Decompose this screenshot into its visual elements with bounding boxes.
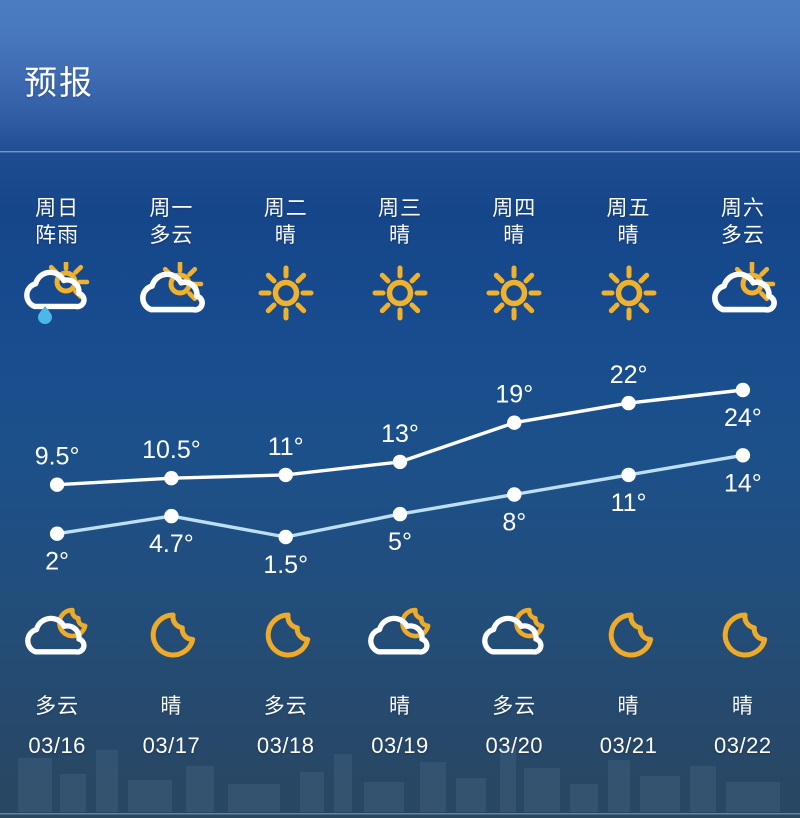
forecast-date-label: 03/22 <box>714 733 772 758</box>
forecast-date-label: 03/16 <box>28 733 86 758</box>
forecast-date-label: 03/21 <box>599 733 658 758</box>
forecast-day-column[interactable]: 周二晴多云 03/18 <box>229 152 343 818</box>
day-weekday-label: 周五 <box>606 197 651 220</box>
sun-icon <box>361 262 439 324</box>
sun-cloud-rain-icon <box>18 261 96 324</box>
sun-icon <box>475 262 553 324</box>
forecast-day-column[interactable]: 周三晴晴 03/19 <box>343 152 457 818</box>
forecast-columns: 周日 阵雨 多云 03/16 周一 多云晴 03/17 周二晴多云 03/18 周三晴晴 03/19… <box>0 152 800 818</box>
day-condition-label: 多云 <box>720 223 765 247</box>
forecast-day-column[interactable]: 周日阵雨多云 03/16 <box>0 152 114 818</box>
forecast-day-column[interactable]: 周六多云晴 03/22 <box>686 152 800 818</box>
day-condition-label: 多云 <box>149 223 194 247</box>
moon-icon <box>250 604 322 666</box>
sun-icon <box>590 262 668 324</box>
night-condition-label: 晴 <box>388 695 411 718</box>
night-condition-label: 多云 <box>263 695 308 718</box>
day-weekday-label: 周二 <box>263 197 308 220</box>
moon-icon <box>593 604 665 666</box>
day-weekday-label: 周三 <box>377 197 422 220</box>
sun-cloud-icon <box>132 261 210 324</box>
cloud-moon-icon <box>21 604 93 666</box>
day-weekday-label: 周一 <box>149 197 194 220</box>
moon-icon <box>135 604 207 666</box>
day-weekday-label: 周六 <box>720 197 765 220</box>
cloud-moon-icon <box>478 604 550 666</box>
page-title: 预报 <box>24 64 94 101</box>
night-condition-label: 多云 <box>35 695 80 718</box>
night-condition-label: 晴 <box>617 695 640 718</box>
header-divider <box>0 151 800 153</box>
sun-icon <box>247 262 325 324</box>
day-condition-label: 晴 <box>274 223 297 247</box>
day-condition-label: 晴 <box>388 223 411 247</box>
moon-icon <box>707 604 779 666</box>
bottom-divider <box>0 813 800 815</box>
header: 预报 <box>0 0 800 153</box>
forecast-day-column[interactable]: 周一多云晴 03/17 <box>114 152 228 818</box>
day-weekday-label: 周日 <box>35 197 80 220</box>
forecast-day-column[interactable]: 周四晴多云 03/20 <box>457 152 571 818</box>
forecast-date-label: 03/17 <box>142 733 201 758</box>
day-condition-label: 阵雨 <box>35 223 80 247</box>
forecast-date-label: 03/20 <box>485 733 544 758</box>
forecast-day-column[interactable]: 周五晴晴 03/21 <box>571 152 685 818</box>
day-weekday-label: 周四 <box>492 197 537 220</box>
forecast-date-label: 03/19 <box>371 733 429 758</box>
night-condition-label: 晴 <box>160 695 183 718</box>
day-condition-label: 晴 <box>617 223 640 247</box>
cloud-moon-icon <box>364 604 436 666</box>
night-condition-label: 多云 <box>492 695 537 718</box>
sun-cloud-icon <box>704 261 782 324</box>
night-condition-label: 晴 <box>731 695 754 718</box>
day-condition-label: 晴 <box>503 223 526 247</box>
forecast-date-label: 03/18 <box>256 733 315 758</box>
